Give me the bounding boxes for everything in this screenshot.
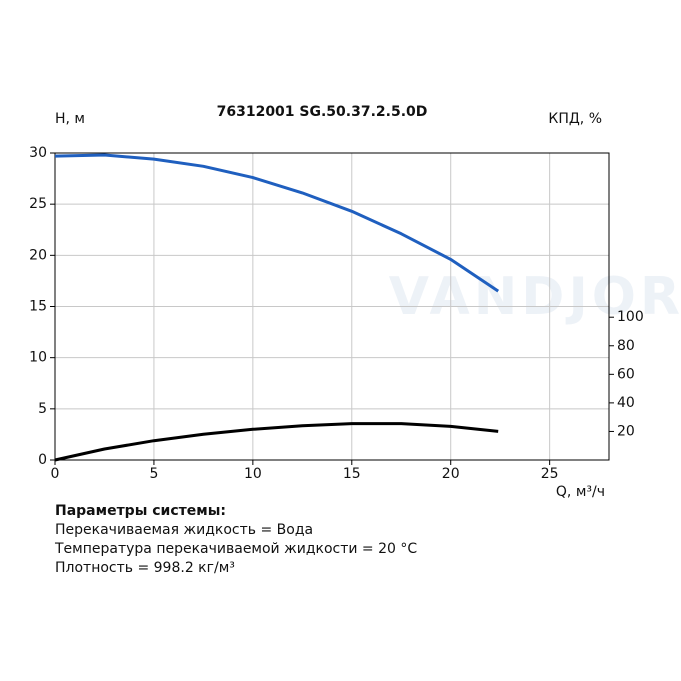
x-tick-label: 20	[442, 466, 460, 482]
y2-axis-label: КПД, %	[548, 111, 602, 127]
series-line	[54, 153, 500, 293]
chart-title: 76312001 SG.50.37.2.5.0D	[217, 104, 428, 120]
watermark: VANDJORD	[389, 267, 681, 327]
y-tick-label: 25	[29, 196, 47, 212]
y2-tick-label: 60	[617, 366, 635, 382]
y2-tick-label: 20	[617, 423, 635, 439]
y-tick-label: 5	[38, 401, 47, 417]
series-line	[54, 422, 499, 462]
params-title: Параметры системы:	[55, 503, 226, 519]
plot-frame	[54, 152, 610, 461]
x-tick-label: 5	[149, 466, 158, 482]
y-tick-label: 15	[29, 299, 47, 315]
x-tick-label: 10	[244, 466, 262, 482]
x-tick-label: 15	[343, 466, 361, 482]
y-tick-label: 10	[29, 350, 47, 366]
x-axis-label: Q, м³/ч	[556, 484, 605, 500]
param-line: Перекачиваемая жидкость = Вода	[55, 522, 313, 538]
param-line: Плотность = 998.2 кг/м³	[55, 560, 235, 576]
y2-tick-label: 80	[617, 338, 635, 354]
y-tick-label: 0	[38, 452, 47, 468]
x-tick-label: 0	[51, 466, 60, 482]
y2-tick-label: 40	[617, 395, 635, 411]
y-axis-label: H, м	[55, 111, 85, 127]
y2-tick-label: 100	[617, 309, 644, 325]
y-tick-label: 20	[29, 247, 47, 263]
x-tick-label: 25	[541, 466, 559, 482]
param-line: Температура перекачиваемой жидкости = 20…	[54, 541, 417, 557]
y-tick-label: 30	[29, 145, 47, 161]
